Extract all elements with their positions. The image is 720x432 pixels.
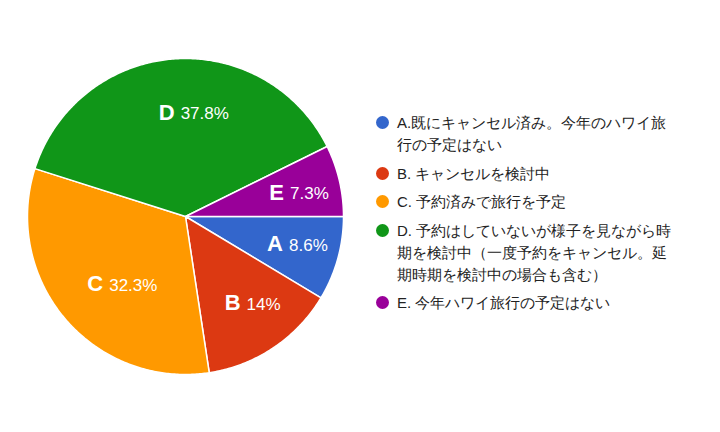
svg-text:E: E [269,180,284,205]
svg-text:A: A [267,231,283,256]
svg-text:D: D [159,100,175,125]
svg-text:14%: 14% [247,295,281,314]
svg-text:7.3%: 7.3% [290,184,329,203]
html-text:C. 予約済みで旅行を予定: C. 予約済みで旅行を予定 [397,193,567,211]
html-text:E. 今年ハワイ旅行の予定はない: E. 今年ハワイ旅行の予定はない [397,294,611,312]
html-text:D. 予約はしていないが様子を見ながら時期を検討中（一度予約: D. 予約はしていないが様子を見ながら時期を検討中（一度予約をキャンセル。延期時… [397,222,672,283]
html-text:B. キャンセルを検討中: B. キャンセルを検討中 [397,164,551,182]
svg-text:8.6%: 8.6% [289,236,328,255]
svg-text:37.8%: 37.8% [181,104,229,123]
svg-text:C: C [87,271,103,296]
svg-text:32.3%: 32.3% [109,276,157,295]
html-text:A.既にキャンセル済み。今年のハワイ旅行の予定はない: A.既にキャンセル済み。今年のハワイ旅行の予定はない [397,114,667,153]
svg-text:B: B [225,290,241,315]
